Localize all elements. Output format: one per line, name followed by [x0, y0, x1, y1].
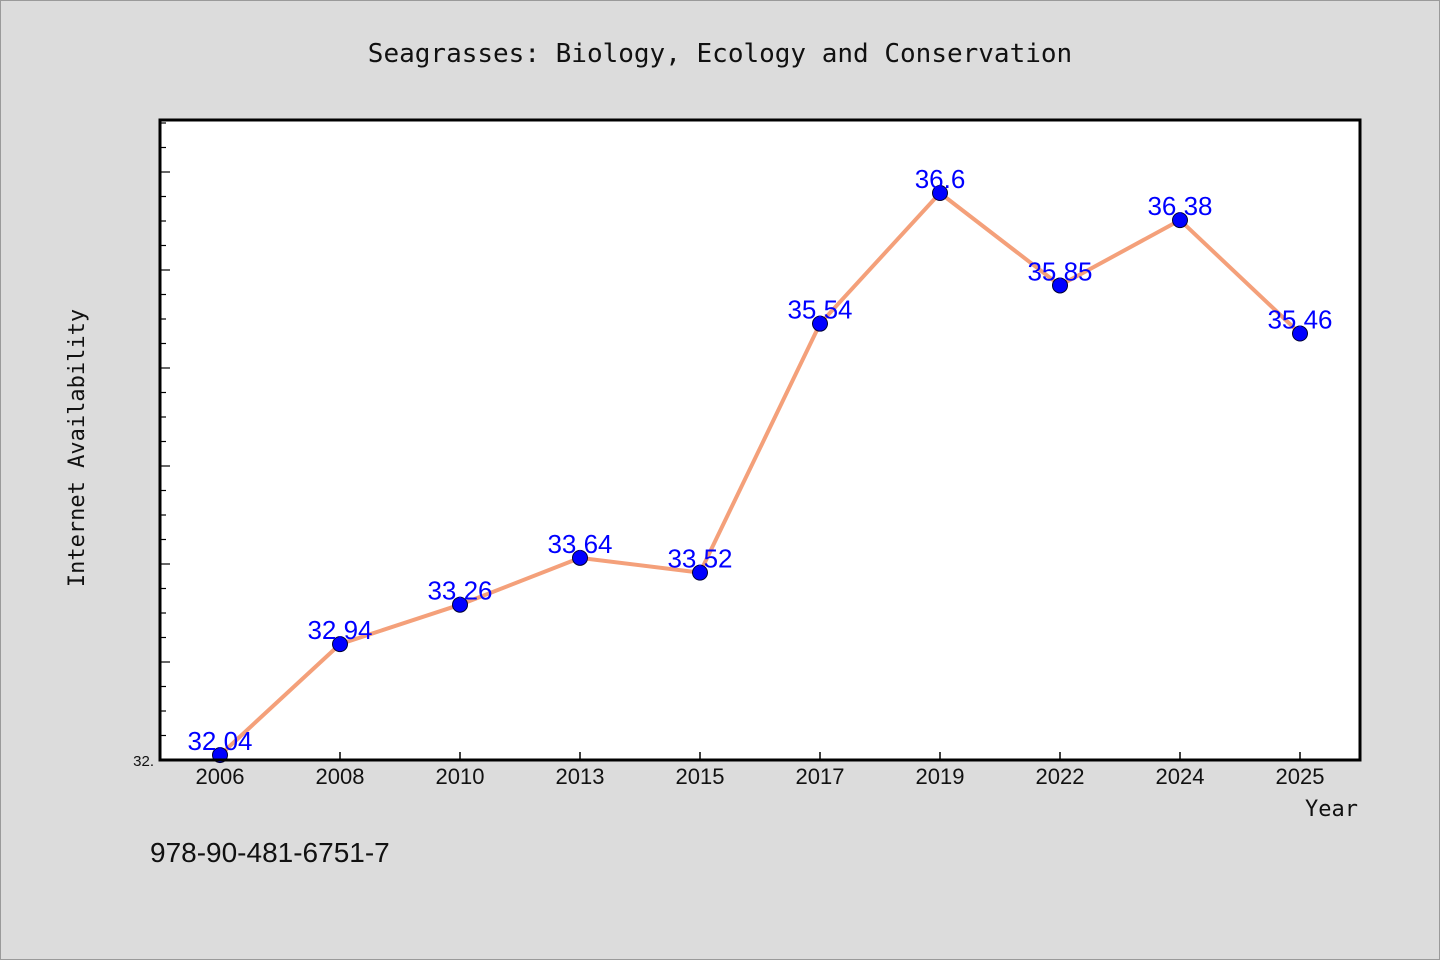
isbn-label: 978-90-481-6751-7 — [150, 837, 390, 868]
plot-border — [158, 118, 1362, 762]
x-tick-label: 2006 — [196, 764, 245, 789]
x-tick-label: 2019 — [916, 764, 965, 789]
x-tick-label: 2015 — [676, 764, 725, 789]
data-label: 33.26 — [427, 576, 492, 606]
x-tick-label: 2017 — [796, 764, 845, 789]
x-tick-label: 2025 — [1276, 764, 1325, 789]
x-tick-label: 2010 — [436, 764, 485, 789]
data-label: 33.64 — [547, 529, 612, 559]
data-label: 32.94 — [307, 615, 372, 645]
data-label: 33.52 — [667, 544, 732, 574]
x-tick-label: 2024 — [1156, 764, 1205, 789]
data-point — [1292, 325, 1308, 342]
data-point — [1172, 212, 1188, 229]
data-label: 35.46 — [1267, 305, 1332, 335]
data-point — [812, 315, 828, 332]
plot-area — [160, 120, 1360, 760]
y-axis-min-label: 32. — [133, 753, 154, 770]
data-point — [692, 564, 708, 581]
data-point — [572, 549, 588, 566]
chart-title: Seagrasses: Biology, Ecology and Conserv… — [368, 39, 1072, 69]
y-axis-title: Internet Availability — [65, 309, 90, 587]
x-tick-label: 2022 — [1036, 764, 1085, 789]
data-labels: 32.04 32.94 33.26 33.64 33.52 35.54 36.6 35.85 3… — [187, 164, 1332, 756]
data-point — [452, 596, 468, 613]
series-line — [218, 191, 1302, 758]
data-label: 35.85 — [1027, 256, 1092, 286]
x-ticks: 2006 2008 2010 2013 2015 2017 2019 2022 2024 2025 — [196, 752, 1325, 789]
x-axis-title: Year — [1305, 797, 1358, 822]
data-point — [932, 185, 948, 201]
data-point — [1052, 277, 1068, 294]
data-label: 35.54 — [787, 295, 852, 325]
data-label: 36.38 — [1147, 191, 1212, 221]
data-label: 36.6 — [915, 164, 966, 194]
data-point — [332, 636, 348, 653]
data-label: 32.04 — [187, 726, 252, 756]
x-tick-label: 2008 — [316, 764, 365, 789]
x-tick-label: 2013 — [556, 764, 605, 789]
